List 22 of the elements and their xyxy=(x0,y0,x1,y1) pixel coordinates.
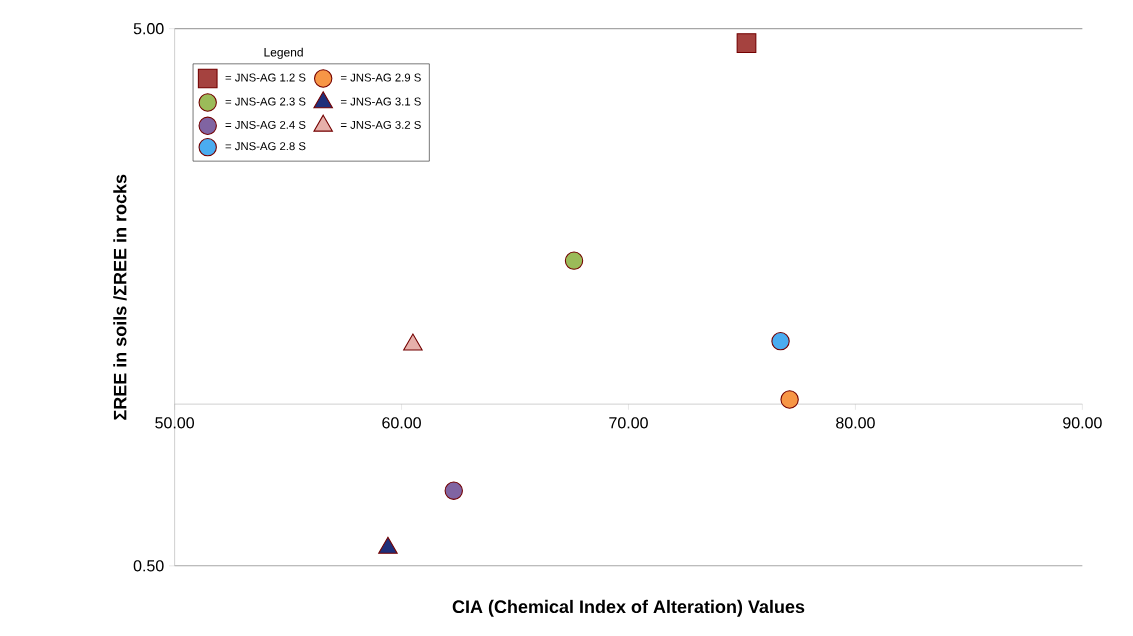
x-tick-label: 90.00 xyxy=(1063,417,1102,429)
legend-label: = JNS-AG 2.8 S xyxy=(225,142,306,151)
x-tick-label: 80.00 xyxy=(836,417,875,429)
point xyxy=(771,332,790,351)
y-tick-label: 5.00 xyxy=(133,23,164,35)
legend-label: = JNS-AG 3.1 S xyxy=(340,97,421,106)
y-tick-label: 0.50 xyxy=(133,560,164,572)
point xyxy=(780,390,799,409)
x-tick-label: 50.00 xyxy=(155,417,195,429)
point xyxy=(444,481,463,500)
legend-label: = JNS-AG 1.2 S xyxy=(225,73,306,82)
point xyxy=(564,251,584,270)
y-axis-title: ΣREE in soils /ΣREE in rocks xyxy=(113,174,127,420)
legend-title: Legend xyxy=(264,47,303,59)
x-axis-title: CIA (Chemical Index of Alteration) Values xyxy=(452,599,805,617)
point xyxy=(736,33,757,54)
legend-label: = JNS-AG 3.2 S xyxy=(340,120,421,129)
legend-label: = JNS-AG 2.4 S xyxy=(225,120,306,129)
x-tick-label: 70.00 xyxy=(609,417,648,429)
legend-label: = JNS-AG 2.9 S xyxy=(340,73,421,82)
x-tick-label: 60.00 xyxy=(382,417,421,429)
legend-label: = JNS-AG 2.3 S xyxy=(225,97,306,106)
